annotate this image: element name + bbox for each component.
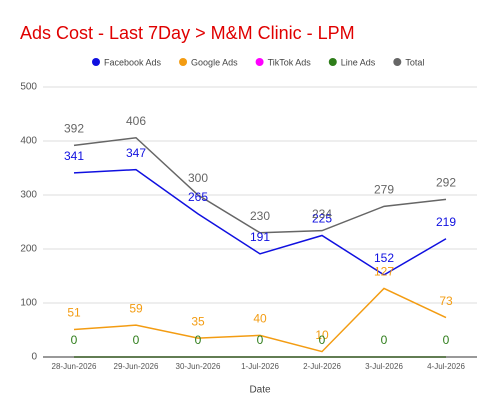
x-tick-label: 28-Jun-2026: [52, 362, 97, 371]
legend-marker: [92, 58, 100, 66]
x-tick-label: 2-Jul-2026: [303, 362, 341, 371]
data-label: 59: [129, 301, 143, 315]
data-label: 279: [374, 183, 394, 197]
data-label: 225: [312, 212, 332, 226]
data-label: 10: [315, 328, 329, 342]
data-label: 0: [195, 333, 202, 347]
data-label: 219: [436, 215, 456, 229]
series-line: [73, 168, 447, 276]
data-label: 392: [64, 121, 84, 135]
y-tick-label: 500: [20, 82, 37, 93]
data-label: 40: [253, 312, 267, 326]
y-tick-label: 400: [20, 136, 37, 147]
legend-marker: [393, 58, 402, 66]
data-label: 0: [71, 333, 78, 347]
y-tick-label: 100: [20, 298, 37, 309]
legend-label: Google Ads: [191, 57, 238, 67]
data-label: 341: [64, 149, 84, 163]
data-label: 265: [188, 190, 208, 204]
data-label: 230: [250, 209, 270, 223]
x-tick-label: 30-Jun-2026: [176, 362, 221, 371]
chart-title: Ads Cost - Last 7Day > M&M Clinic - LPM: [20, 23, 355, 43]
data-label: 0: [257, 333, 264, 347]
data-label: 35: [191, 314, 205, 328]
legend-marker: [328, 58, 337, 66]
legend-label: Facebook Ads: [104, 57, 162, 67]
data-label: 127: [374, 265, 394, 279]
series-line: [73, 136, 447, 234]
data-label: 347: [126, 146, 146, 160]
data-label: 406: [126, 114, 146, 128]
data-label: 234: [312, 207, 332, 221]
x-tick-label: 1-Jul-2026: [241, 362, 279, 371]
legend-marker: [179, 58, 188, 66]
data-label: 0: [319, 333, 326, 347]
legend-label: Line Ads: [341, 57, 376, 67]
data-label: 73: [439, 294, 453, 308]
y-tick-label: 0: [31, 352, 37, 363]
y-tick-label: 300: [20, 190, 37, 201]
data-label: 51: [67, 306, 81, 320]
x-axis-label: Date: [249, 385, 271, 396]
x-tick-label: 3-Jul-2026: [365, 362, 403, 371]
data-label: 0: [381, 333, 388, 347]
data-label: 0: [133, 333, 140, 347]
data-label: 0: [443, 333, 450, 347]
data-label: 152: [374, 251, 394, 265]
data-label: 292: [436, 175, 456, 189]
series-line: [73, 287, 447, 353]
x-tick-label: 29-Jun-2026: [114, 362, 159, 371]
data-label: 300: [188, 171, 208, 185]
legend-marker: [255, 58, 264, 66]
x-tick-label: 4-Jul-2026: [427, 362, 465, 371]
legend-label: TikTok Ads: [268, 57, 312, 67]
y-tick-label: 200: [20, 244, 37, 255]
legend-label: Total: [405, 57, 424, 67]
data-label: 191: [250, 230, 270, 244]
